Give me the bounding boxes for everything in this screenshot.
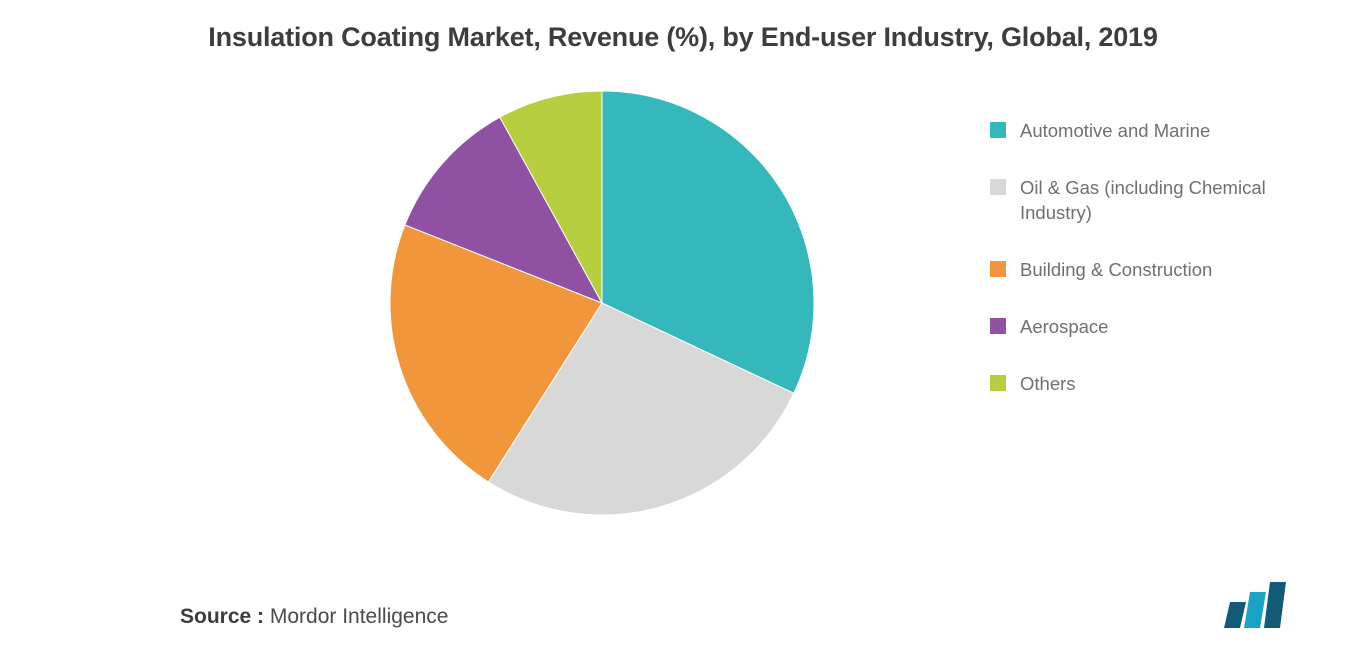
legend-item-0: Automotive and Marine (990, 119, 1310, 144)
legend-swatch (990, 375, 1006, 391)
chart-area: Automotive and Marine Oil & Gas (includin… (20, 53, 1346, 573)
legend-item-2: Building & Construction (990, 258, 1310, 283)
legend-label: Oil & Gas (including Chemical Industry) (1020, 176, 1280, 226)
legend-swatch (990, 179, 1006, 195)
legend-label: Building & Construction (1020, 258, 1212, 283)
legend-item-3: Aerospace (990, 315, 1310, 340)
legend-item-1: Oil & Gas (including Chemical Industry) (990, 176, 1310, 226)
legend-swatch (990, 122, 1006, 138)
chart-title: Insulation Coating Market, Revenue (%), … (20, 22, 1346, 53)
legend: Automotive and Marine Oil & Gas (includin… (990, 119, 1310, 429)
source-value: Mordor Intelligence (270, 605, 449, 628)
legend-label: Automotive and Marine (1020, 119, 1210, 144)
legend-label: Others (1020, 372, 1076, 397)
legend-item-4: Others (990, 372, 1310, 397)
source-attribution: Source : Mordor Intelligence (180, 605, 448, 629)
legend-swatch (990, 261, 1006, 277)
logo-bar-2 (1264, 582, 1286, 628)
source-label: Source : (180, 605, 270, 628)
legend-swatch (990, 318, 1006, 334)
logo-bar-1 (1244, 592, 1266, 628)
brand-logo (1224, 582, 1290, 633)
logo-bar-0 (1224, 602, 1246, 628)
legend-label: Aerospace (1020, 315, 1108, 340)
pie-chart (390, 91, 814, 520)
